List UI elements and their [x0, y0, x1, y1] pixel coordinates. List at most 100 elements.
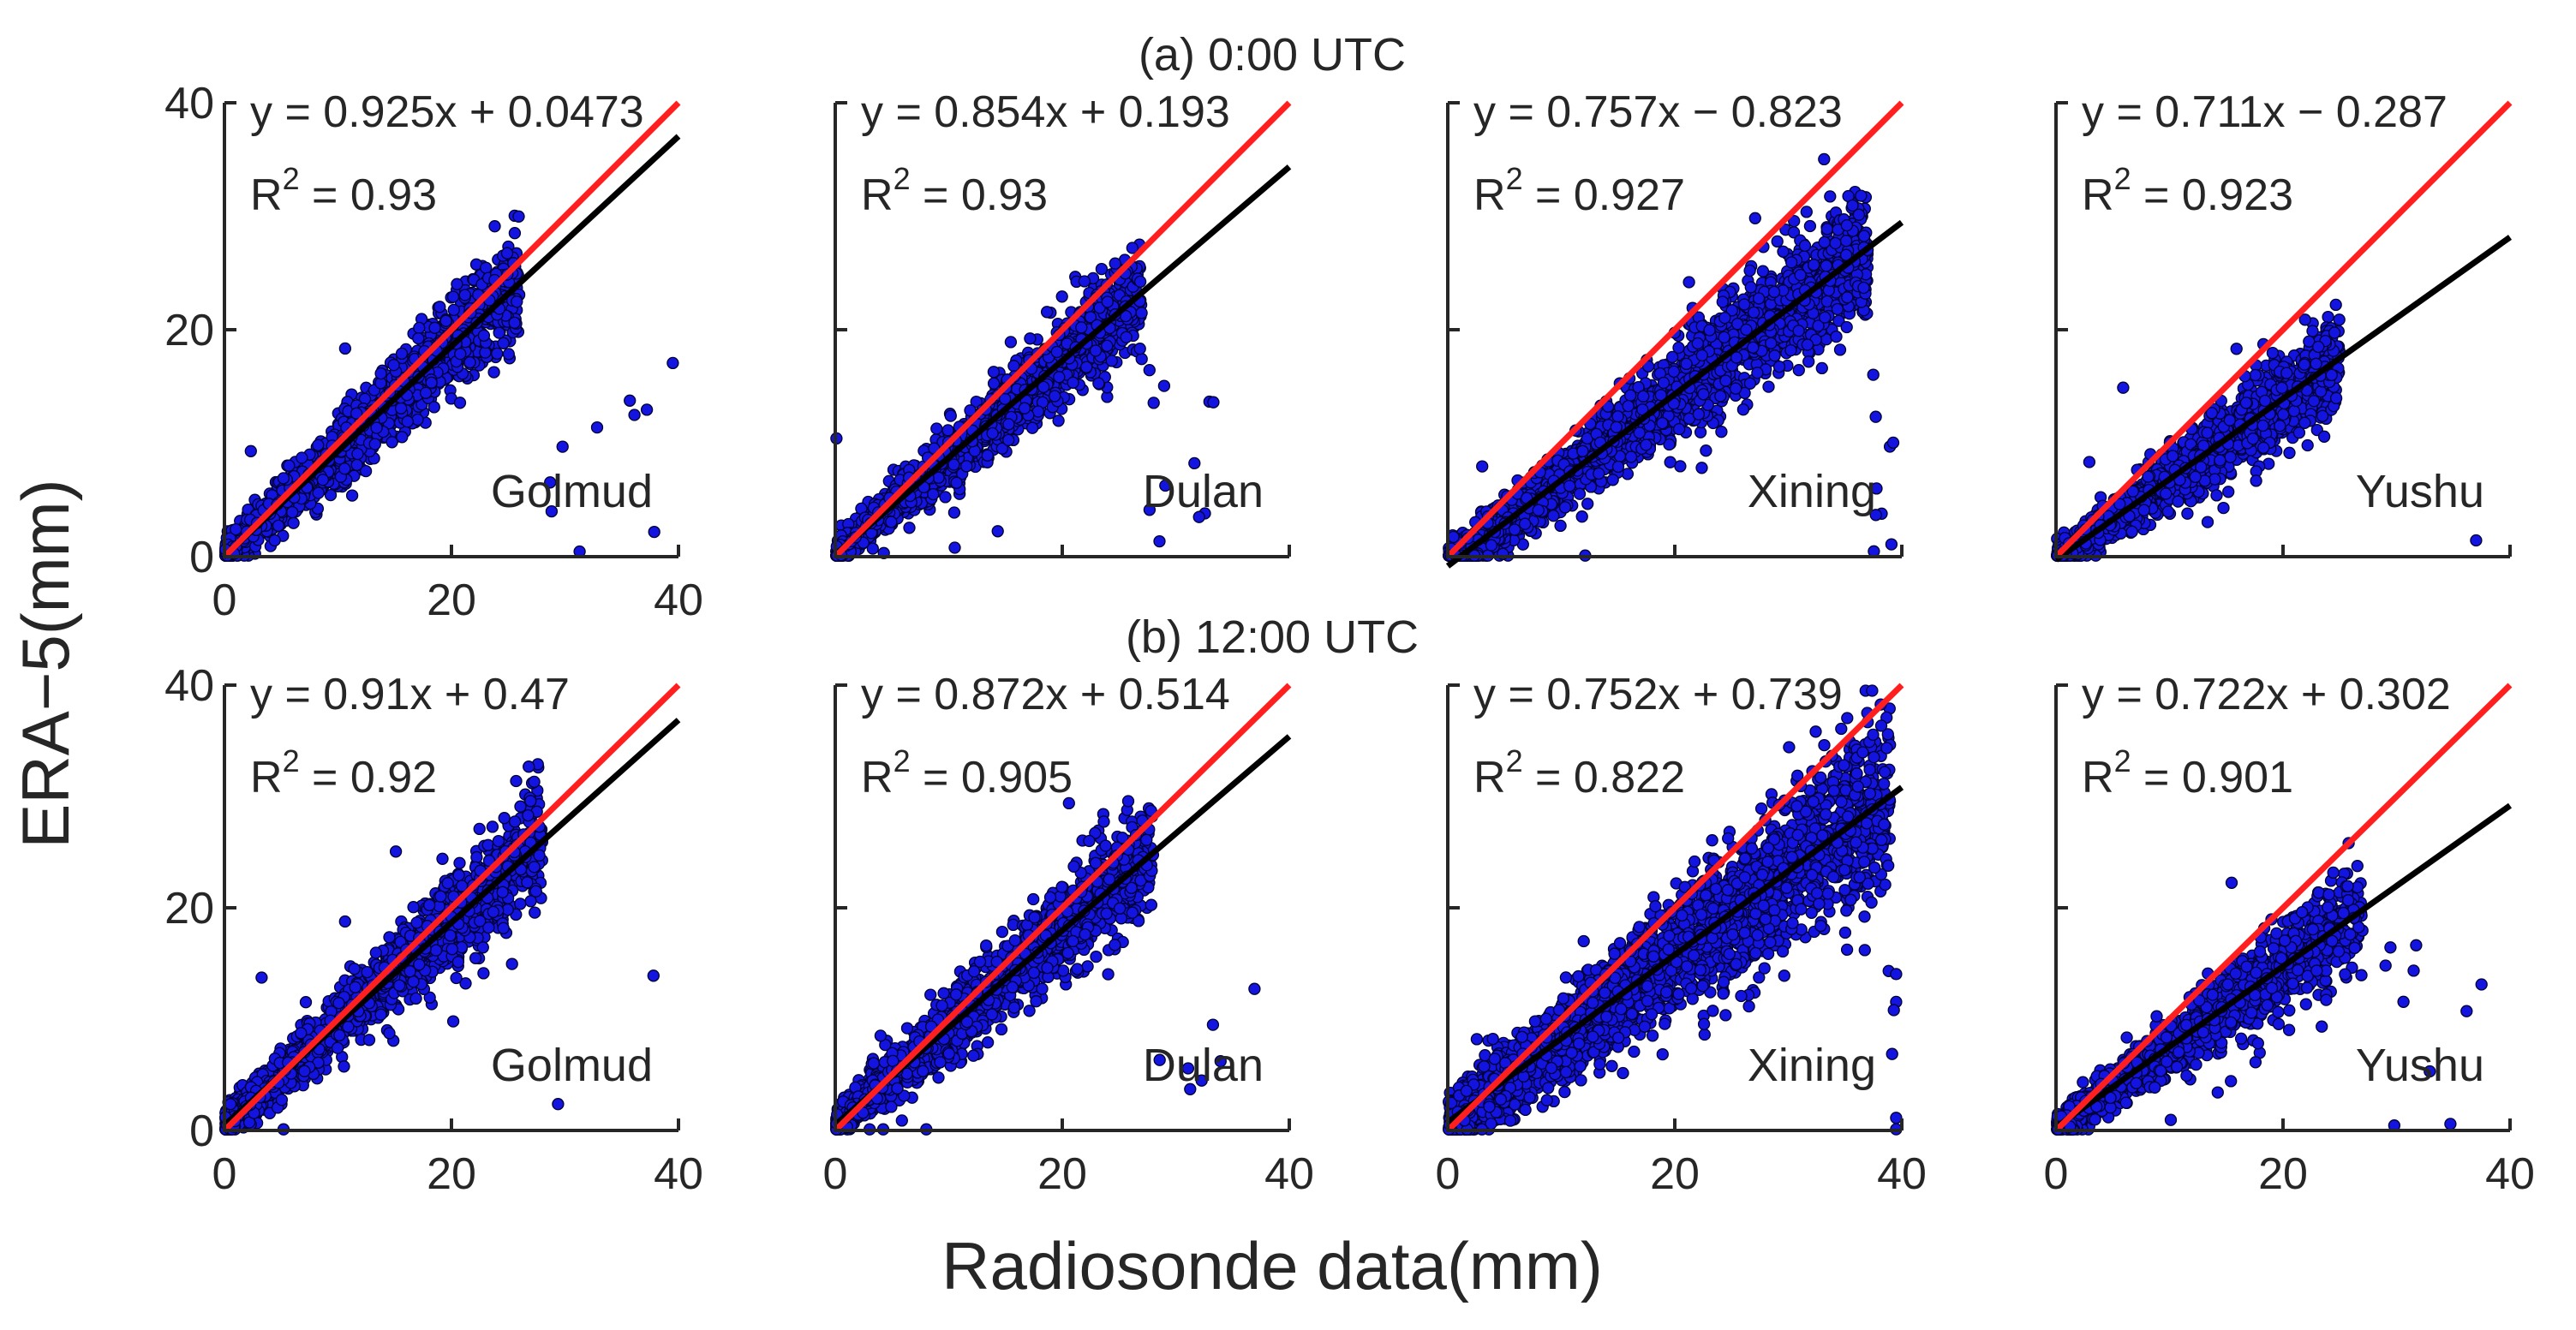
- data-point: [1147, 397, 1160, 409]
- data-point: [1050, 345, 1063, 359]
- data-point: [368, 438, 381, 450]
- data-point: [1135, 353, 1148, 366]
- data-point: [1078, 275, 1091, 288]
- data-point: [1207, 396, 1220, 409]
- x-tick-label: 40: [654, 576, 703, 625]
- data-point: [944, 409, 957, 422]
- data-point: [1002, 433, 1015, 447]
- data-point: [1833, 343, 1847, 356]
- station-label: Dulan: [1143, 466, 1264, 517]
- data-point: [433, 301, 446, 313]
- data-point: [1777, 245, 1790, 258]
- data-point: [1829, 236, 1842, 250]
- data-point: [960, 460, 973, 473]
- data-point: [1101, 339, 1114, 353]
- data-point: [1886, 436, 1900, 450]
- data-point: [1153, 534, 1166, 548]
- data-point: [412, 331, 425, 345]
- data-point: [1824, 190, 1837, 203]
- data-point: [1067, 376, 1079, 389]
- r-squared-value: = 0.93: [300, 170, 437, 220]
- data-point: [1004, 336, 1018, 349]
- data-point: [428, 321, 441, 334]
- data-point: [666, 356, 679, 370]
- data-point: [312, 438, 325, 451]
- data-point: [1700, 444, 1712, 457]
- data-point: [1476, 460, 1489, 473]
- data-point: [1101, 295, 1114, 308]
- data-point: [930, 422, 943, 435]
- data-point: [316, 474, 330, 486]
- data-point: [1002, 418, 1015, 431]
- data-point: [1606, 474, 1619, 486]
- data-point: [1785, 256, 1798, 269]
- data-point: [345, 489, 359, 502]
- data-point: [338, 462, 351, 475]
- data-point: [624, 394, 637, 407]
- data-point: [1055, 290, 1068, 303]
- data-point: [939, 491, 952, 504]
- data-point: [387, 359, 400, 372]
- y-axis-label: ERA−5(mm): [8, 479, 83, 848]
- data-point: [987, 377, 1001, 390]
- data-point: [395, 347, 409, 361]
- data-point: [1682, 276, 1695, 289]
- data-point: [453, 397, 467, 409]
- data-point: [1885, 538, 1898, 551]
- data-point: [648, 525, 660, 539]
- data-point: [545, 504, 559, 518]
- data-point: [1157, 379, 1171, 392]
- data-point: [1803, 219, 1817, 233]
- data-point: [1744, 281, 1757, 294]
- data-point: [272, 519, 285, 533]
- data-point: [1025, 421, 1039, 434]
- data-point: [230, 522, 242, 536]
- r-squared: R2 = 0.93: [861, 161, 1048, 220]
- data-point: [1771, 235, 1784, 248]
- data-point: [947, 506, 961, 519]
- data-point: [427, 401, 440, 414]
- data-point: [338, 342, 352, 355]
- data-point: [508, 227, 522, 240]
- data-point: [1547, 510, 1560, 522]
- data-point: [386, 436, 398, 449]
- data-point: [401, 415, 414, 428]
- data-point: [1135, 307, 1148, 319]
- data-point: [447, 303, 460, 317]
- data-point: [556, 440, 569, 453]
- data-point: [374, 367, 387, 380]
- data-point: [1007, 360, 1020, 373]
- data-point: [350, 458, 363, 472]
- data-point: [1080, 361, 1093, 373]
- data-point: [394, 402, 408, 415]
- station-label: Golmud: [491, 466, 653, 517]
- data-point: [511, 295, 523, 308]
- y-tick-label: 0: [189, 533, 214, 582]
- data-point: [500, 247, 514, 259]
- x-tick-label: 20: [427, 576, 476, 625]
- data-point: [396, 431, 409, 444]
- data-point: [446, 290, 460, 303]
- data-point: [286, 505, 299, 519]
- data-point: [287, 516, 300, 529]
- data-point: [1765, 337, 1778, 349]
- data-point: [1815, 361, 1828, 375]
- data-point: [950, 476, 963, 489]
- data-point: [1719, 374, 1732, 387]
- data-point: [439, 314, 452, 327]
- data-point: [1869, 410, 1882, 423]
- data-point: [454, 348, 467, 361]
- data-point: [458, 289, 471, 301]
- data-point: [425, 376, 438, 389]
- data-point: [502, 348, 515, 361]
- data-point: [1133, 275, 1147, 289]
- data-point: [1855, 189, 1868, 202]
- r-squared-value: = 0.93: [911, 170, 1048, 220]
- data-point: [312, 486, 325, 499]
- data-point: [413, 321, 426, 335]
- data-point: [451, 277, 463, 290]
- regression-equation: y = 0.854x + 0.193: [861, 87, 1230, 137]
